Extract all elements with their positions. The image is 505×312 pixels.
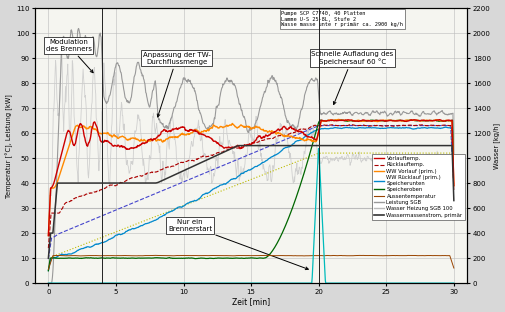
Y-axis label: Wasser [kg/h]: Wasser [kg/h]: [493, 123, 499, 169]
Text: Pumpe SCP C7740, 40 Platten
Lamme U-S 25-8L, Stufe 2
Wasse masse unte r primär c: Pumpe SCP C7740, 40 Platten Lamme U-S 25…: [281, 11, 402, 27]
Text: Modulation
des Brenners: Modulation des Brenners: [45, 39, 93, 73]
Text: Nur ein
Brennerstart: Nur ein Brennerstart: [168, 219, 308, 270]
X-axis label: Zeit [min]: Zeit [min]: [232, 297, 270, 306]
Legend: Vorlauftemp., Rücklauftemp., WW Vorlauf (prim.), WW Rücklauf (prim.)
Speicherunt: Vorlauftemp., Rücklauftemp., WW Vorlauf …: [371, 154, 464, 220]
Y-axis label: Temperatur [°C], Leistung [kW]: Temperatur [°C], Leistung [kW]: [6, 94, 13, 197]
Text: Anpassung der TW-
Durchflussmenge: Anpassung der TW- Durchflussmenge: [142, 51, 210, 117]
Text: Schnelle Aufladung des
Speichersauf 60 °C: Schnelle Aufladung des Speichersauf 60 °…: [311, 51, 393, 105]
